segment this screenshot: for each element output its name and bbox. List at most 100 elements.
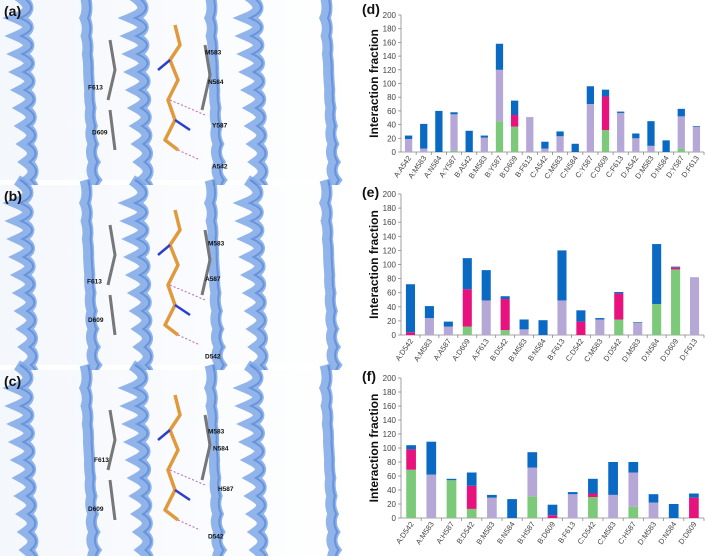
y-tick-label: 160 bbox=[383, 38, 397, 47]
helix-edge bbox=[86, 364, 100, 556]
residue-label: A587 bbox=[205, 276, 221, 283]
bar-segment-blue bbox=[648, 494, 659, 503]
bar-segment-pink bbox=[547, 515, 558, 518]
bar-segment-blue bbox=[647, 121, 655, 146]
residue-label: D609 bbox=[88, 506, 104, 513]
bar-segment-lavender bbox=[677, 116, 685, 149]
helix-ribbon bbox=[117, 175, 155, 388]
bar-segment-lavender bbox=[617, 112, 625, 152]
y-tick-label: 140 bbox=[383, 52, 397, 61]
helix-edge bbox=[86, 179, 101, 384]
residue-label: D609 bbox=[88, 317, 104, 324]
helix-edge bbox=[326, 179, 341, 384]
helix-edge bbox=[211, 364, 225, 556]
bar-segment-blue bbox=[446, 478, 457, 481]
x-tick-label: C:H587 bbox=[616, 520, 638, 546]
residue-label: D609 bbox=[92, 130, 108, 137]
structure-panel-a: (a) M583 N584 F613 D609 Y587 A542 bbox=[0, 0, 358, 203]
y-tick-label: 20 bbox=[387, 500, 396, 509]
y-tick-label: 120 bbox=[383, 246, 397, 255]
x-tick-label: B:D542 bbox=[455, 520, 477, 546]
ligand-stick bbox=[163, 394, 182, 522]
x-tick-label: B:M583 bbox=[507, 337, 529, 363]
bar-segment-lavender bbox=[487, 497, 497, 518]
y-tick-label: 120 bbox=[383, 66, 397, 75]
bar-segment-lavender bbox=[541, 148, 549, 152]
bar-segment-pink bbox=[405, 332, 416, 335]
bar-segment-green bbox=[601, 130, 610, 152]
bar-segment-blue bbox=[466, 472, 477, 486]
bar-segment-lavender bbox=[647, 145, 655, 152]
bar-segment-pink bbox=[462, 289, 472, 327]
bar-segment-pink bbox=[510, 115, 519, 127]
y-tick-label: 180 bbox=[383, 204, 397, 213]
chart-f: (f) Interaction fraction 0 20 40 60 80 100 120 14… bbox=[362, 368, 705, 547]
bar-segment-green bbox=[510, 126, 519, 152]
bar-segment-blue bbox=[405, 284, 416, 333]
helix-ribbon bbox=[2, 175, 40, 388]
bar-segment-blue bbox=[510, 100, 519, 116]
helix-ribbon bbox=[203, 178, 228, 387]
bar-segment-green bbox=[671, 269, 681, 335]
bar-segment-blue bbox=[541, 141, 549, 149]
x-tick-label: D:F613 bbox=[678, 337, 699, 362]
bar-segment-lavender bbox=[480, 137, 488, 152]
y-tick-label: 200 bbox=[383, 11, 397, 20]
bar-segment-green bbox=[462, 326, 472, 335]
bar-segment-green bbox=[614, 319, 624, 335]
bar-segment-pink bbox=[614, 293, 624, 320]
y-tick-label: 0 bbox=[392, 331, 397, 340]
y-tick-label: 180 bbox=[383, 388, 397, 397]
bar-segment-blue bbox=[495, 43, 504, 70]
panel-label: (e) bbox=[362, 184, 379, 200]
structure-panels: (a) M583 N584 F613 D609 Y587 A542 (b) M583 A587 F6… bbox=[0, 0, 358, 556]
structure-background bbox=[0, 185, 358, 365]
bar-segment-blue bbox=[450, 112, 458, 115]
helix-edge bbox=[86, 0, 101, 199]
x-tick-label: A:A587 bbox=[431, 337, 452, 362]
y-axis-label: Interaction fraction bbox=[367, 394, 381, 503]
bar-segment-blue bbox=[426, 441, 437, 475]
y-tick-label: 160 bbox=[383, 218, 397, 227]
bar-segment-lavender bbox=[519, 329, 529, 335]
helix-ribbon bbox=[2, 360, 39, 556]
y-tick-label: 0 bbox=[392, 514, 397, 523]
bar-segment-blue bbox=[527, 452, 538, 468]
helix-edge bbox=[132, 179, 153, 384]
bar-segment-blue bbox=[601, 89, 610, 97]
bar-segment-blue bbox=[671, 266, 681, 268]
bar-segment-blue bbox=[677, 108, 685, 117]
helix-edge bbox=[17, 179, 38, 384]
helix-ribbon bbox=[318, 0, 343, 202]
bar-segment-green bbox=[466, 508, 477, 518]
bar-segment-lavender bbox=[628, 472, 639, 507]
bar-segment-blue bbox=[652, 244, 662, 304]
bar-segment-green bbox=[406, 469, 416, 518]
residue-label: N584 bbox=[213, 446, 229, 453]
y-axis-label: Interaction fraction bbox=[367, 210, 381, 319]
interaction-lines bbox=[169, 99, 206, 161]
interaction-charts: (d) Interaction fraction 0 20 40 60 80 100 120 14… bbox=[362, 1, 705, 547]
y-tick-label: 200 bbox=[383, 374, 397, 383]
bar-segment-green bbox=[652, 303, 662, 335]
panel-label: (f) bbox=[362, 368, 376, 384]
x-tick-label: B:F613 bbox=[556, 520, 577, 545]
bar-segment-blue bbox=[481, 270, 491, 301]
helix-ribbon bbox=[203, 0, 228, 202]
bar-segment-lavender bbox=[426, 474, 437, 518]
panel-label: (c) bbox=[4, 373, 21, 389]
bar-segment-blue bbox=[595, 318, 605, 320]
bar-segment-pink bbox=[601, 96, 610, 131]
residue-label: D542 bbox=[205, 354, 221, 361]
x-tick-label: D:N584 bbox=[656, 520, 678, 546]
bar-segment-lavender bbox=[557, 300, 567, 335]
bar-segment-pink bbox=[576, 321, 586, 335]
helix-ribbon bbox=[232, 360, 269, 556]
bar-segment-blue bbox=[406, 445, 416, 450]
x-tick-label: A:M583 bbox=[414, 520, 436, 546]
bar-segment-lavender bbox=[586, 104, 595, 152]
bar-segment-blue bbox=[435, 110, 443, 152]
protein-helices bbox=[2, 360, 343, 556]
bar-segment-green bbox=[450, 150, 458, 152]
y-tick-label: 20 bbox=[387, 134, 396, 143]
